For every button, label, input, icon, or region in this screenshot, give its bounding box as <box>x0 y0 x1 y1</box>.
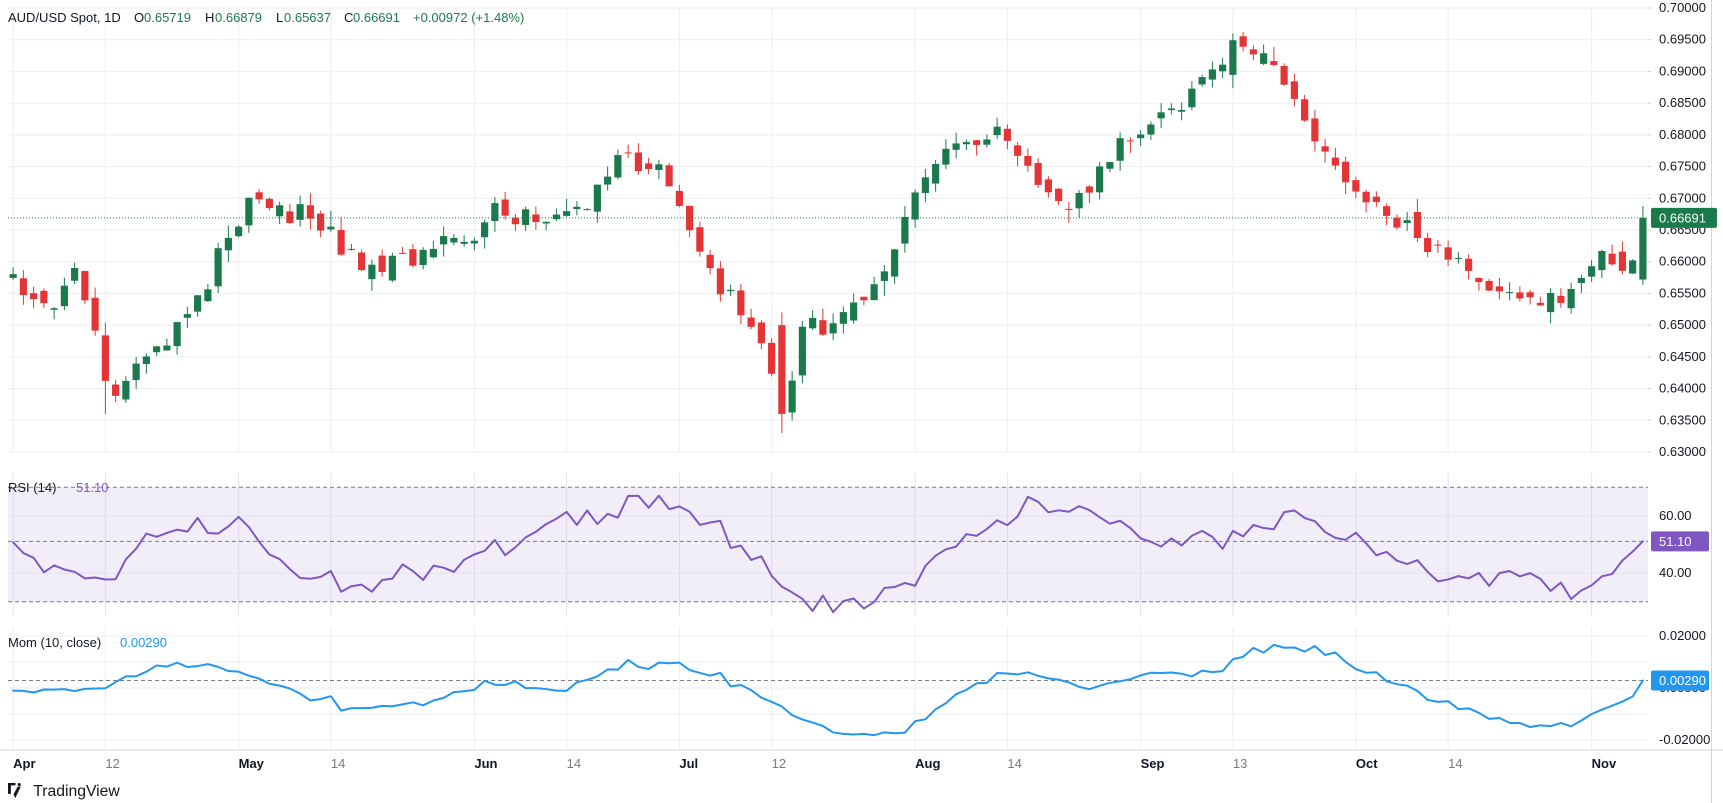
svg-text:14: 14 <box>1448 756 1462 771</box>
svg-text:Aug: Aug <box>915 756 940 771</box>
svg-text:Oct: Oct <box>1356 756 1378 771</box>
svg-text:13: 13 <box>1233 756 1247 771</box>
svg-text:O: O <box>134 10 144 25</box>
svg-text:Nov: Nov <box>1592 756 1617 771</box>
svg-text:60.00: 60.00 <box>1659 508 1692 523</box>
svg-text:Sep: Sep <box>1141 756 1165 771</box>
svg-text:TradingView: TradingView <box>33 783 120 800</box>
svg-text:Jun: Jun <box>474 756 497 771</box>
svg-text:12: 12 <box>772 756 786 771</box>
svg-text:0.65637: 0.65637 <box>284 10 331 25</box>
svg-text:0.69000: 0.69000 <box>1659 63 1706 78</box>
svg-text:51.10: 51.10 <box>76 480 109 495</box>
svg-text:Mom (10, close): Mom (10, close) <box>8 635 101 650</box>
svg-text:RSI (14): RSI (14) <box>8 480 56 495</box>
svg-text:0.68500: 0.68500 <box>1659 95 1706 110</box>
svg-text:L: L <box>276 10 283 25</box>
svg-text:0.02000: 0.02000 <box>1659 628 1706 643</box>
svg-text:0.63500: 0.63500 <box>1659 412 1706 427</box>
svg-text:0.67000: 0.67000 <box>1659 190 1706 205</box>
svg-text:0.64000: 0.64000 <box>1659 381 1706 396</box>
svg-text:0.67500: 0.67500 <box>1659 159 1706 174</box>
svg-text:14: 14 <box>331 756 345 771</box>
svg-text:0.66691: 0.66691 <box>1659 210 1706 225</box>
svg-text:Apr: Apr <box>13 756 35 771</box>
svg-text:Jul: Jul <box>679 756 698 771</box>
svg-text:40.00: 40.00 <box>1659 565 1692 580</box>
svg-text:0.66879: 0.66879 <box>215 10 262 25</box>
svg-text:May: May <box>239 756 265 771</box>
svg-text:14: 14 <box>1007 756 1021 771</box>
svg-text:0.70000: 0.70000 <box>1659 0 1706 15</box>
svg-text:C: C <box>344 10 353 25</box>
svg-text:0.68000: 0.68000 <box>1659 127 1706 142</box>
svg-text:51.10: 51.10 <box>1659 534 1692 549</box>
svg-text:0.63000: 0.63000 <box>1659 444 1706 459</box>
svg-text:0.66691: 0.66691 <box>353 10 400 25</box>
svg-text:0.64500: 0.64500 <box>1659 349 1706 364</box>
svg-text:0.00290: 0.00290 <box>1659 673 1706 688</box>
svg-text:0.69500: 0.69500 <box>1659 32 1706 47</box>
svg-text:14: 14 <box>567 756 581 771</box>
svg-text:+0.00972 (+1.48%): +0.00972 (+1.48%) <box>413 10 524 25</box>
svg-text:0.65500: 0.65500 <box>1659 285 1706 300</box>
svg-text:-0.02000: -0.02000 <box>1659 732 1710 747</box>
svg-text:0.65000: 0.65000 <box>1659 317 1706 332</box>
svg-text:12: 12 <box>105 756 119 771</box>
svg-text:0.65719: 0.65719 <box>144 10 191 25</box>
svg-text:0.66000: 0.66000 <box>1659 254 1706 269</box>
svg-text:AUD/USD Spot, 1D: AUD/USD Spot, 1D <box>8 10 121 25</box>
svg-text:0.00290: 0.00290 <box>120 635 167 650</box>
svg-text:H: H <box>205 10 214 25</box>
